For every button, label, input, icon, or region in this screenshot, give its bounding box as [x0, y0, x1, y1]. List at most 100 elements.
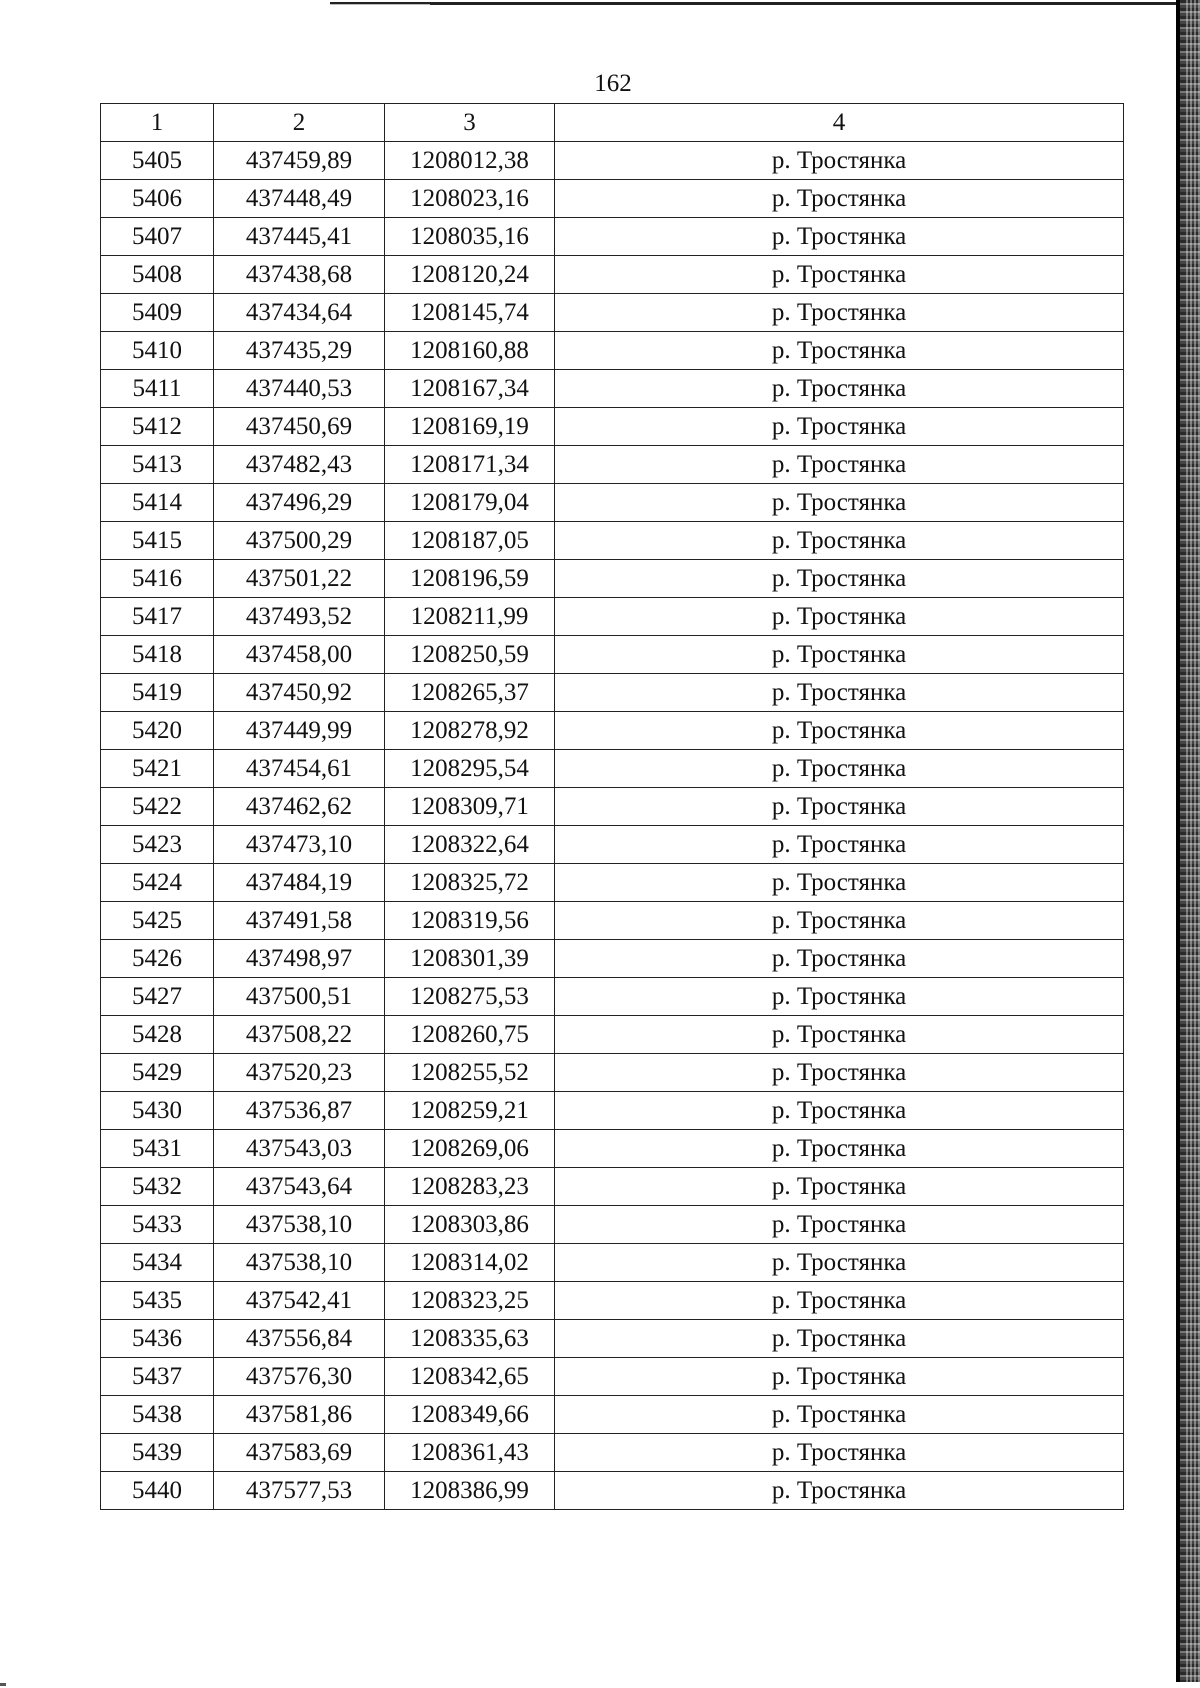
y-coordinate-cell: 1208349,66 — [384, 1395, 555, 1434]
point-number-cell: 5439 — [100, 1433, 214, 1472]
description-cell: р. Тростянка — [554, 977, 1124, 1016]
description-cell: р. Тростянка — [554, 1395, 1124, 1434]
description-cell: р. Тростянка — [554, 939, 1124, 978]
point-number-cell: 5417 — [100, 597, 214, 636]
description-cell: р. Тростянка — [554, 1243, 1124, 1282]
y-coordinate-cell: 1208295,54 — [384, 749, 555, 788]
table-row: 5409 437434,64 1208145,74 р. Тростянка — [100, 293, 1124, 332]
table-row: 5427 437500,51 1208275,53 р. Тростянка — [100, 977, 1124, 1016]
table-row: 5429 437520,23 1208255,52 р. Тростянка — [100, 1053, 1124, 1092]
description-cell: р. Тростянка — [554, 1471, 1124, 1510]
x-coordinate-cell: 437445,41 — [213, 217, 385, 256]
description-cell: р. Тростянка — [554, 1091, 1124, 1130]
y-coordinate-cell: 1208386,99 — [384, 1471, 555, 1510]
x-coordinate-cell: 437500,51 — [213, 977, 385, 1016]
point-number-cell: 5412 — [100, 407, 214, 446]
y-coordinate-cell: 1208035,16 — [384, 217, 555, 256]
point-number-cell: 5431 — [100, 1129, 214, 1168]
description-cell: р. Тростянка — [554, 1167, 1124, 1206]
y-coordinate-cell: 1208187,05 — [384, 521, 555, 560]
point-number-cell: 5408 — [100, 255, 214, 294]
x-coordinate-cell: 437458,00 — [213, 635, 385, 674]
point-number-cell: 5421 — [100, 749, 214, 788]
y-coordinate-cell: 1208179,04 — [384, 483, 555, 522]
page-number: 162 — [594, 70, 632, 97]
table-row: 5416 437501,22 1208196,59 р. Тростянка — [100, 559, 1124, 598]
description-cell: р. Тростянка — [554, 1433, 1124, 1472]
point-number-cell: 5407 — [100, 217, 214, 256]
point-number-cell: 5418 — [100, 635, 214, 674]
y-coordinate-cell: 1208303,86 — [384, 1205, 555, 1244]
x-coordinate-cell: 437581,86 — [213, 1395, 385, 1434]
point-number-cell: 5410 — [100, 331, 214, 370]
description-cell: р. Тростянка — [554, 1319, 1124, 1358]
point-number-cell: 5419 — [100, 673, 214, 712]
y-coordinate-cell: 1208023,16 — [384, 179, 555, 218]
y-coordinate-cell: 1208325,72 — [384, 863, 555, 902]
description-cell: р. Тростянка — [554, 407, 1124, 446]
table-row: 5411 437440,53 1208167,34 р. Тростянка — [100, 369, 1124, 408]
x-coordinate-cell: 437508,22 — [213, 1015, 385, 1054]
point-number-cell: 5424 — [100, 863, 214, 902]
y-coordinate-cell: 1208167,34 — [384, 369, 555, 408]
x-coordinate-cell: 437493,52 — [213, 597, 385, 636]
point-number-cell: 5411 — [100, 369, 214, 408]
point-number-cell: 5426 — [100, 939, 214, 978]
table-row: 5412 437450,69 1208169,19 р. Тростянка — [100, 407, 1124, 446]
description-cell: р. Тростянка — [554, 559, 1124, 598]
description-cell: р. Тростянка — [554, 787, 1124, 826]
y-coordinate-cell: 1208275,53 — [384, 977, 555, 1016]
x-coordinate-cell: 437482,43 — [213, 445, 385, 484]
x-coordinate-cell: 437473,10 — [213, 825, 385, 864]
x-coordinate-cell: 437501,22 — [213, 559, 385, 598]
table-row: 5413 437482,43 1208171,34 р. Тростянка — [100, 445, 1124, 484]
point-number-cell: 5429 — [100, 1053, 214, 1092]
x-coordinate-cell: 437542,41 — [213, 1281, 385, 1320]
x-coordinate-cell: 437538,10 — [213, 1205, 385, 1244]
x-coordinate-cell: 437454,61 — [213, 749, 385, 788]
y-coordinate-cell: 1208160,88 — [384, 331, 555, 370]
x-coordinate-cell: 437462,62 — [213, 787, 385, 826]
description-cell: р. Тростянка — [554, 1053, 1124, 1092]
table-row: 5434 437538,10 1208314,02 р. Тростянка — [100, 1243, 1124, 1282]
y-coordinate-cell: 1208265,37 — [384, 673, 555, 712]
description-cell: р. Тростянка — [554, 1281, 1124, 1320]
table-row: 5437 437576,30 1208342,65 р. Тростянка — [100, 1357, 1124, 1396]
table-row: 5417 437493,52 1208211,99 р. Тростянка — [100, 597, 1124, 636]
point-number-cell: 5438 — [100, 1395, 214, 1434]
table-row: 5414 437496,29 1208179,04 р. Тростянка — [100, 483, 1124, 522]
description-cell: р. Тростянка — [554, 863, 1124, 902]
x-coordinate-cell: 437556,84 — [213, 1319, 385, 1358]
x-coordinate-cell: 437450,92 — [213, 673, 385, 712]
header-cell: 2 — [213, 103, 385, 142]
description-cell: р. Тростянка — [554, 369, 1124, 408]
x-coordinate-cell: 437459,89 — [213, 141, 385, 180]
scan-top-border-faint — [330, 4, 430, 5]
table-row: 5418 437458,00 1208250,59 р. Тростянка — [100, 635, 1124, 674]
description-cell: р. Тростянка — [554, 825, 1124, 864]
x-coordinate-cell: 437576,30 — [213, 1357, 385, 1396]
table-row: 5422 437462,62 1208309,71 р. Тростянка — [100, 787, 1124, 826]
description-cell: р. Тростянка — [554, 673, 1124, 712]
coordinates-table: 1 2 3 4 5405 437459,89 1208012,38 р. Тростя… — [100, 103, 1124, 1510]
y-coordinate-cell: 1208335,63 — [384, 1319, 555, 1358]
table-row: 5432 437543,64 1208283,23 р. Тростянка — [100, 1167, 1124, 1206]
point-number-cell: 5427 — [100, 977, 214, 1016]
table-row: 5430 437536,87 1208259,21 р. Тростянка — [100, 1091, 1124, 1130]
x-coordinate-cell: 437438,68 — [213, 255, 385, 294]
point-number-cell: 5435 — [100, 1281, 214, 1320]
description-cell: р. Тростянка — [554, 1129, 1124, 1168]
point-number-cell: 5406 — [100, 179, 214, 218]
table-row: 5419 437450,92 1208265,37 р. Тростянка — [100, 673, 1124, 712]
x-coordinate-cell: 437500,29 — [213, 521, 385, 560]
table-row: 5439 437583,69 1208361,43 р. Тростянка — [100, 1433, 1124, 1472]
point-number-cell: 5437 — [100, 1357, 214, 1396]
y-coordinate-cell: 1208283,23 — [384, 1167, 555, 1206]
x-coordinate-cell: 437448,49 — [213, 179, 385, 218]
table-row: 5428 437508,22 1208260,75 р. Тростянка — [100, 1015, 1124, 1054]
description-cell: р. Тростянка — [554, 635, 1124, 674]
description-cell: р. Тростянка — [554, 331, 1124, 370]
x-coordinate-cell: 437484,19 — [213, 863, 385, 902]
description-cell: р. Тростянка — [554, 1015, 1124, 1054]
point-number-cell: 5428 — [100, 1015, 214, 1054]
